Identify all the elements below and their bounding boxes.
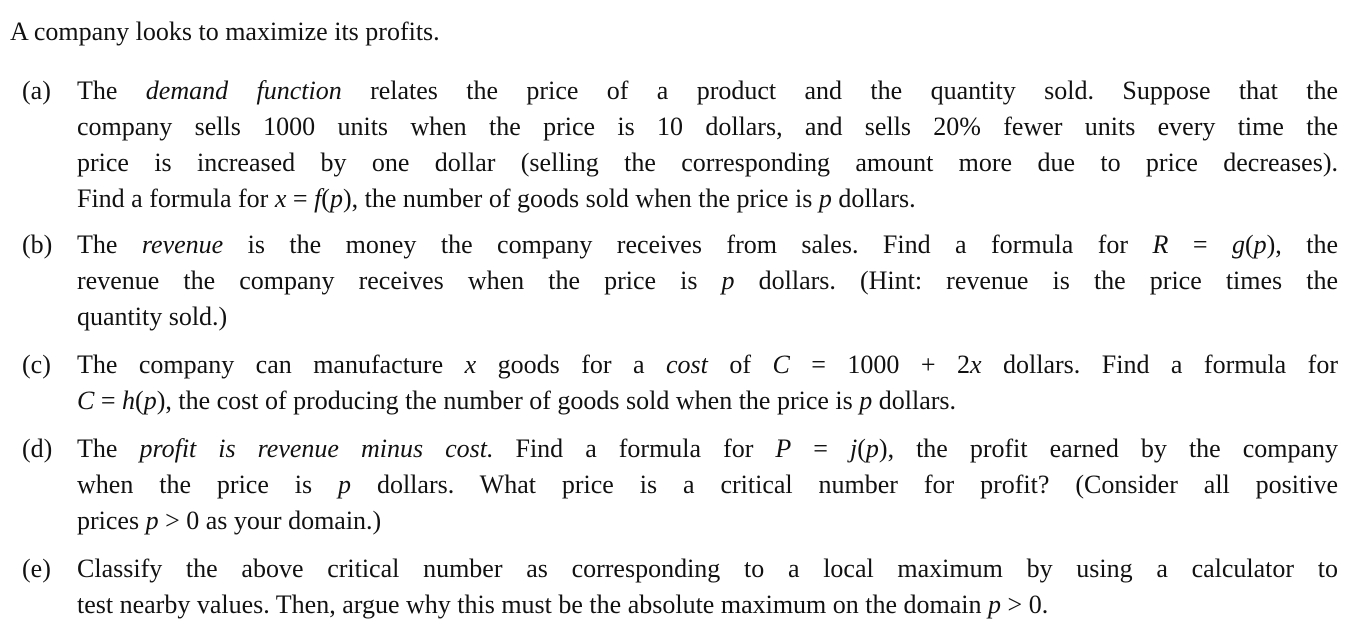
math-symbol: p — [338, 470, 352, 499]
text-line: Find a formula for x = f(p), the number … — [77, 181, 1338, 217]
math-symbol: p — [818, 184, 832, 213]
text-segment: ( — [135, 386, 144, 415]
problem-intro: A company looks to maximize its profits. — [10, 17, 440, 46]
text-segment: dollars. — [831, 184, 916, 213]
text-segment: ), the profit earned by the company — [878, 434, 1339, 463]
math-symbol: P — [775, 434, 792, 463]
math-symbol: j — [850, 434, 858, 463]
text-line: test nearby values. Then, argue why this… — [77, 587, 1338, 623]
math-symbol: R — [1152, 230, 1169, 259]
part-text: The demand function relates the price of… — [77, 73, 1338, 217]
text-segment: = — [94, 386, 123, 415]
math-symbol: p — [329, 184, 343, 213]
text-segment: dollars. — [872, 386, 957, 415]
text-segment: ( — [321, 184, 330, 213]
math-symbol: x — [970, 350, 982, 379]
text-segment: dollars. (Hint: revenue is the price tim… — [734, 266, 1339, 295]
text-segment: goods for a — [476, 350, 666, 379]
text-segment: > 0 as your domain.) — [158, 506, 382, 535]
text-segment: ), the number of goods sold when the pri… — [342, 184, 819, 213]
text-segment: The — [77, 434, 140, 463]
text-segment: = — [286, 184, 315, 213]
text-segment: The company can manufacture — [77, 350, 465, 379]
math-symbol: p — [143, 386, 157, 415]
emphasized-text: cost — [665, 350, 708, 379]
text-segment: ), the cost of producing the number of g… — [156, 386, 860, 415]
text-line: C = h(p), the cost of producing the numb… — [77, 383, 1338, 419]
part-text: The revenue is the money the company rec… — [77, 227, 1338, 335]
text-line: when the price is p dollars. What price … — [77, 467, 1338, 503]
math-symbol: h — [122, 386, 136, 415]
text-segment: relates the price of a product and the q… — [341, 76, 1338, 105]
math-symbol: C — [77, 386, 95, 415]
text-segment: is the money the company receives from s… — [223, 230, 1153, 259]
part-text: The company can manufacture x goods for … — [77, 347, 1338, 419]
text-segment: The — [77, 230, 142, 259]
text-segment: = 1000 + 2 — [789, 350, 971, 379]
part-label: (e) — [22, 554, 51, 583]
emphasized-text: demand function — [145, 76, 342, 105]
text-segment: Find a formula for — [493, 434, 776, 463]
math-symbol: p — [145, 506, 159, 535]
text-line: The revenue is the money the company rec… — [77, 227, 1338, 263]
math-symbol: f — [314, 184, 322, 213]
text-segment: ), the — [1266, 230, 1339, 259]
text-line: revenue the company receives when the pr… — [77, 263, 1338, 299]
math-symbol: p — [721, 266, 735, 295]
text-segment: = — [1168, 230, 1232, 259]
text-segment: revenue the company receives when the pr… — [77, 266, 722, 295]
part-text: Classify the above critical number as co… — [77, 551, 1338, 623]
emphasized-text: revenue — [141, 230, 224, 259]
text-segment: Classify the above critical number as co… — [77, 554, 1338, 583]
part-label: (a) — [22, 76, 51, 105]
part-text: The profit is revenue minus cost. Find a… — [77, 431, 1338, 539]
text-segment: Find a formula for — [77, 184, 275, 213]
text-segment: ( — [1244, 230, 1254, 259]
text-segment: of — [707, 350, 773, 379]
text-segment: = — [791, 434, 850, 463]
text-segment: price is increased by one dollar (sellin… — [77, 148, 1338, 177]
text-line: The demand function relates the price of… — [77, 73, 1338, 109]
math-symbol: p — [865, 434, 879, 463]
math-symbol: g — [1231, 230, 1245, 259]
text-segment: dollars. Find a formula for — [981, 350, 1338, 379]
text-line: The profit is revenue minus cost. Find a… — [77, 431, 1338, 467]
part-label: (c) — [22, 350, 51, 379]
text-line: company sells 1000 units when the price … — [77, 109, 1338, 145]
text-segment: ( — [857, 434, 866, 463]
text-segment: company sells 1000 units when the price … — [77, 112, 1338, 141]
math-symbol: C — [772, 350, 790, 379]
math-symbol: p — [988, 590, 1002, 619]
part-label: (b) — [22, 230, 53, 259]
math-symbol: x — [274, 184, 287, 213]
emphasized-text: profit is revenue minus cost. — [139, 434, 494, 463]
text-line: quantity sold.) — [77, 299, 1338, 335]
text-line: Classify the above critical number as co… — [77, 551, 1338, 587]
text-segment: prices — [77, 506, 146, 535]
math-symbol: x — [464, 350, 477, 379]
text-segment: quantity sold.) — [77, 302, 228, 331]
math-symbol: p — [1253, 230, 1267, 259]
text-segment: when the price is — [77, 470, 339, 499]
text-line: prices p > 0 as your domain.) — [77, 503, 1338, 539]
math-symbol: p — [859, 386, 873, 415]
text-segment: test nearby values. Then, argue why this… — [77, 590, 989, 619]
text-line: The company can manufacture x goods for … — [77, 347, 1338, 383]
text-segment: The — [77, 76, 146, 105]
part-label: (d) — [22, 434, 53, 463]
text-segment: > 0. — [1001, 590, 1049, 619]
text-segment: dollars. What price is a critical number… — [351, 470, 1339, 499]
text-line: price is increased by one dollar (sellin… — [77, 145, 1338, 181]
